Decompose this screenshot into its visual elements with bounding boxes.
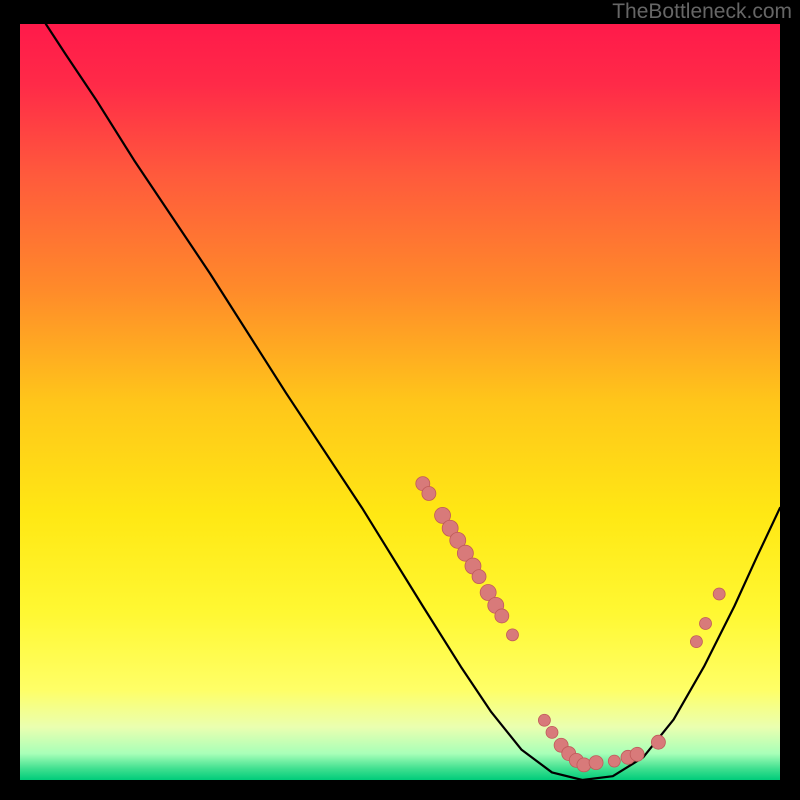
watermark-text: TheBottleneck.com xyxy=(612,0,792,24)
data-marker xyxy=(506,629,518,641)
data-marker xyxy=(577,758,591,772)
data-marker xyxy=(495,609,509,623)
chart-container: TheBottleneck.com xyxy=(0,0,800,800)
data-marker xyxy=(422,486,436,500)
data-marker xyxy=(690,636,702,648)
data-marker xyxy=(546,726,558,738)
data-marker xyxy=(538,714,550,726)
plot-area xyxy=(20,24,780,780)
data-marker xyxy=(651,735,665,749)
data-marker xyxy=(713,588,725,600)
data-marker xyxy=(589,756,603,770)
data-marker xyxy=(700,618,712,630)
data-marker xyxy=(472,570,486,584)
data-marker xyxy=(630,747,644,761)
data-marker xyxy=(608,755,620,767)
bottleneck-chart xyxy=(0,0,800,800)
